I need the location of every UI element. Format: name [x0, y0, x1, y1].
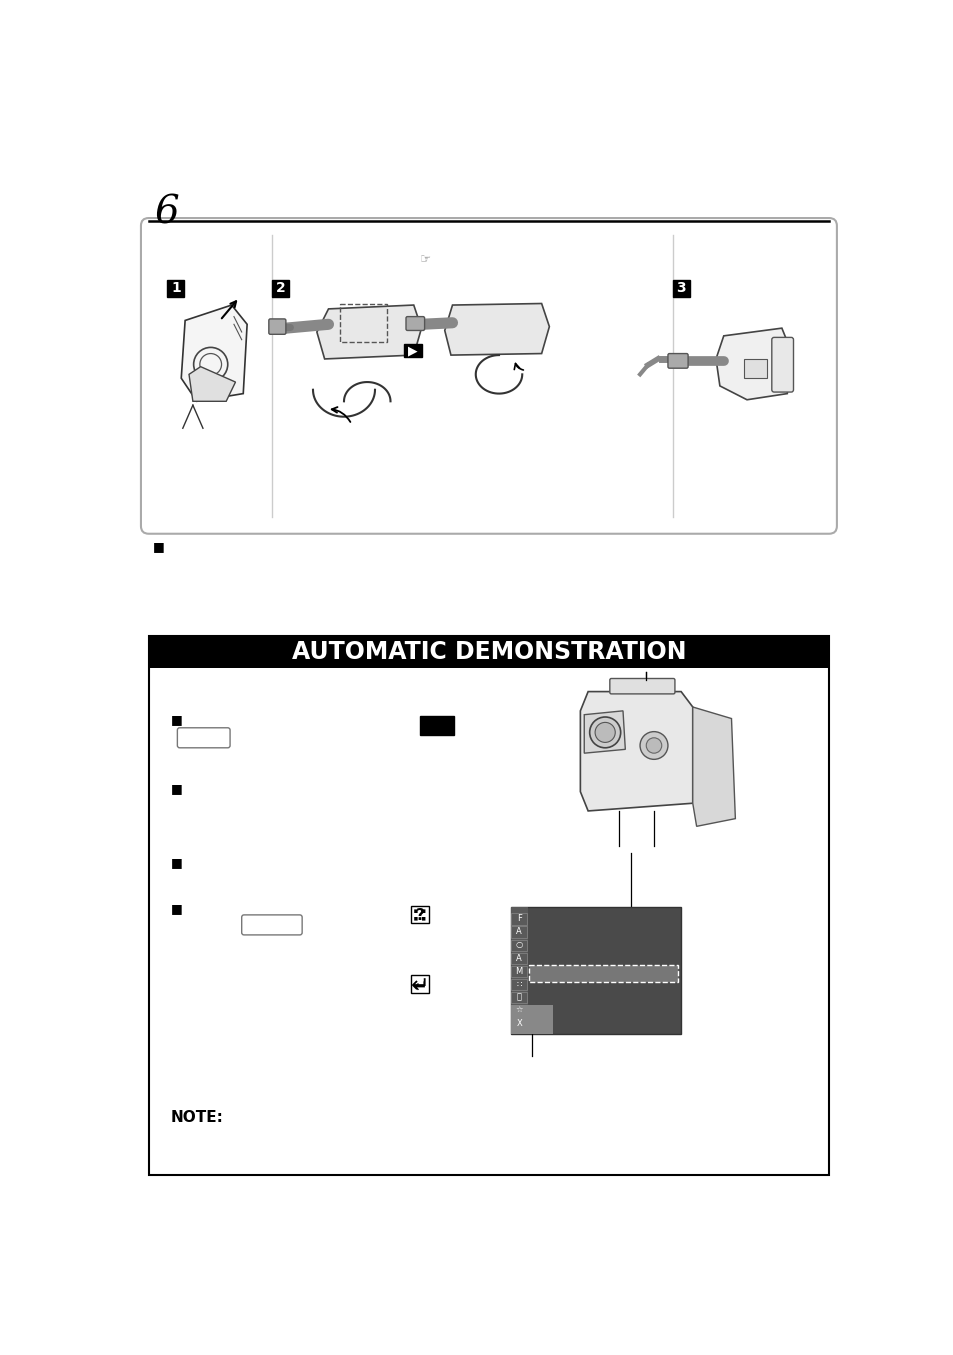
- FancyBboxPatch shape: [141, 218, 836, 534]
- Text: AUTOMATIC DEMONSTRATION: AUTOMATIC DEMONSTRATION: [292, 641, 685, 664]
- Bar: [149, 635, 828, 1175]
- Bar: [510, 951, 680, 965]
- Bar: [510, 1018, 680, 1030]
- FancyBboxPatch shape: [406, 317, 424, 331]
- Text: ○: ○: [515, 940, 522, 950]
- FancyBboxPatch shape: [771, 337, 793, 392]
- Text: ∷: ∷: [516, 980, 521, 989]
- Bar: [510, 912, 680, 925]
- Text: A: A: [516, 954, 521, 962]
- Text: A: A: [516, 927, 521, 936]
- Bar: [511, 913, 526, 925]
- FancyBboxPatch shape: [241, 915, 302, 935]
- Polygon shape: [583, 711, 624, 753]
- Bar: [529, 965, 678, 982]
- Circle shape: [639, 732, 667, 759]
- Bar: [510, 925, 680, 938]
- Text: ▶: ▶: [408, 344, 417, 356]
- Text: 1: 1: [171, 280, 180, 295]
- Polygon shape: [692, 707, 735, 827]
- Text: ↵: ↵: [410, 977, 429, 996]
- Polygon shape: [716, 328, 789, 400]
- Bar: [410, 905, 429, 923]
- Bar: [672, 279, 689, 297]
- Text: NOTE:: NOTE:: [171, 1110, 223, 1125]
- Bar: [510, 978, 680, 991]
- Bar: [511, 939, 526, 951]
- Bar: [743, 359, 766, 378]
- Text: ■: ■: [171, 713, 182, 726]
- Bar: [510, 1004, 680, 1016]
- Bar: [404, 344, 421, 358]
- Bar: [149, 635, 828, 668]
- Text: ■: ■: [153, 539, 165, 553]
- Bar: [511, 1018, 526, 1030]
- Bar: [511, 978, 526, 991]
- FancyBboxPatch shape: [269, 318, 286, 335]
- Bar: [510, 991, 680, 1004]
- Bar: [510, 908, 527, 1034]
- Text: 2: 2: [275, 280, 285, 295]
- Bar: [511, 927, 526, 938]
- Bar: [511, 1005, 526, 1016]
- Polygon shape: [189, 367, 235, 401]
- Text: 6: 6: [154, 195, 179, 232]
- Bar: [272, 279, 289, 297]
- Text: ⏰: ⏰: [517, 993, 521, 1001]
- Polygon shape: [444, 304, 549, 355]
- Circle shape: [645, 737, 661, 753]
- Text: ☆: ☆: [515, 1005, 522, 1015]
- Polygon shape: [181, 305, 247, 401]
- Bar: [511, 953, 526, 965]
- Bar: [419, 717, 454, 734]
- Bar: [340, 304, 386, 341]
- Bar: [511, 992, 526, 1004]
- Text: 3: 3: [676, 280, 685, 295]
- Bar: [510, 965, 680, 977]
- Circle shape: [595, 722, 615, 743]
- FancyBboxPatch shape: [177, 728, 230, 748]
- Bar: [511, 966, 526, 977]
- FancyBboxPatch shape: [609, 679, 674, 694]
- Text: ■: ■: [171, 902, 182, 915]
- Text: X: X: [516, 1019, 521, 1028]
- Circle shape: [589, 717, 620, 748]
- Bar: [410, 976, 429, 993]
- Bar: [167, 279, 184, 297]
- Text: ■: ■: [171, 782, 182, 795]
- Text: ↵: ↵: [413, 977, 426, 996]
- Bar: [510, 1005, 553, 1034]
- Text: ☞: ☞: [419, 253, 431, 267]
- Polygon shape: [579, 691, 692, 810]
- Text: M: M: [515, 966, 522, 976]
- Bar: [510, 908, 680, 1034]
- Text: ?: ?: [416, 908, 424, 923]
- Bar: [510, 939, 680, 951]
- Text: ∷: ∷: [413, 908, 426, 927]
- Polygon shape: [316, 305, 421, 359]
- Text: F: F: [517, 915, 521, 923]
- Text: ■: ■: [171, 855, 182, 869]
- FancyBboxPatch shape: [667, 354, 687, 369]
